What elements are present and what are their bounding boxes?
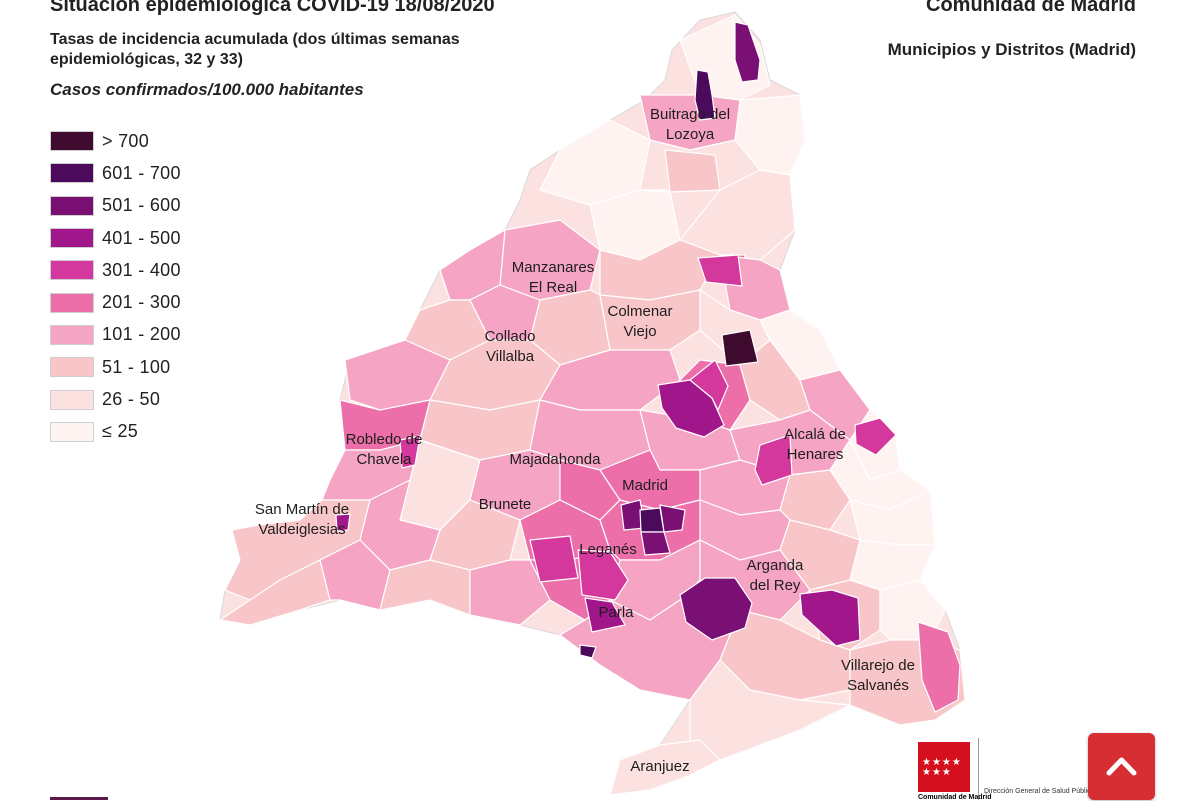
- high-incidence-area: [399, 435, 421, 469]
- high-incidence-arganda: [679, 577, 753, 641]
- high-incidence-area: [577, 549, 629, 601]
- map-label-parla: Parla: [598, 604, 634, 621]
- map-label-manzanares: Manzanares El Real: [511, 259, 595, 296]
- high-incidence-area: [335, 513, 351, 532]
- madrid-district: [659, 504, 686, 533]
- chevron-up-icon: [1106, 757, 1137, 776]
- map-high-incidence-areas: [335, 21, 961, 713]
- high-incidence-area: [689, 359, 729, 411]
- legend-item: 501 - 600: [50, 190, 181, 222]
- map-label-brunete: Brunete: [478, 496, 532, 513]
- legend-swatch: [50, 131, 94, 152]
- legend-item: 201 - 300: [50, 286, 181, 318]
- scroll-to-top-button[interactable]: [1088, 733, 1155, 800]
- map-label-villarejo: Villarejo de Salvanés: [841, 657, 915, 694]
- legend-label: 301 - 400: [102, 259, 181, 280]
- legend-item: 601 - 700: [50, 157, 181, 189]
- legend-item: 51 - 100: [50, 351, 181, 383]
- logo-stars-icon: ★★★★ ★★★: [922, 757, 962, 778]
- map-units: Casos confirmados/100.000 habitantes: [50, 80, 364, 99]
- legend-item: 101 - 200: [50, 319, 181, 351]
- high-incidence-north: [734, 21, 761, 83]
- legend-label: 201 - 300: [102, 292, 181, 313]
- map-legend: > 700 601 - 700 501 - 600 401 - 500 301 - 40…: [50, 125, 181, 448]
- legend-label: 26 - 50: [102, 389, 161, 410]
- legend-item: ≤ 25: [50, 416, 181, 448]
- map-label-collado-villalba: Collado Villalba: [484, 328, 536, 365]
- region-title: Comunidad de Madrid: [926, 0, 1136, 16]
- legend-item: 26 - 50: [50, 383, 181, 415]
- comunidad-madrid-logo: ★★★★ ★★★ Dirección General de Salud Públi…: [918, 738, 1173, 801]
- map-label-madrid: Madrid: [622, 477, 668, 494]
- map-subtitle: Tasas de incidencia acumulada (dos últim…: [50, 31, 460, 68]
- legend-swatch: [50, 195, 94, 216]
- high-incidence-buitrago: [694, 69, 716, 121]
- legend-label: 401 - 500: [102, 227, 181, 248]
- legend-label: 501 - 600: [102, 195, 181, 216]
- high-incidence-area: [799, 589, 861, 647]
- legend-swatch: [50, 292, 94, 313]
- map-label-arganda: Arganda del Rey: [746, 557, 804, 594]
- high-incidence-area: [529, 535, 579, 583]
- high-incidence-area: [854, 417, 897, 456]
- legend-label: > 700: [102, 130, 150, 151]
- map-label-leganes: Leganés: [579, 541, 637, 558]
- legend-item: 301 - 400: [50, 254, 181, 286]
- legend-swatch: [50, 260, 94, 281]
- map-title: Situación epidemiológica COVID-19 18/08/…: [50, 0, 495, 16]
- high-incidence-area: [697, 254, 743, 287]
- legend-swatch: [50, 163, 94, 184]
- legend-label: 101 - 200: [102, 324, 181, 345]
- legend-swatch: [50, 389, 94, 410]
- madrid-district: [640, 531, 671, 556]
- map-label-buitrago: Buitrago del Lozoya: [649, 106, 731, 143]
- logo-divider: [978, 738, 979, 800]
- map-label-san-martin: San Martín de Valdeiglesias: [254, 501, 350, 538]
- high-incidence-area: [584, 597, 626, 633]
- logo-flag: ★★★★ ★★★: [918, 742, 970, 792]
- logo-department: Dirección General de Salud Pública: [984, 788, 1095, 795]
- legend-label: 51 - 100: [102, 356, 171, 377]
- very-high-incidence-area: [721, 329, 759, 367]
- map-label-majadahonda: Majadahonda: [509, 451, 601, 468]
- legend-swatch: [50, 421, 94, 442]
- bottom-partial-swatch: [50, 797, 108, 800]
- legend-item: > 700: [50, 125, 181, 157]
- legend-label: 601 - 700: [102, 162, 181, 183]
- map-label-colmenar: Colmenar Viejo: [607, 303, 673, 340]
- map-label-alcala: Alcalá de Henares: [784, 426, 846, 463]
- legend-swatch: [50, 228, 94, 249]
- map-label-aranjuez: Aranjuez: [630, 758, 690, 775]
- legend-item: 401 - 500: [50, 222, 181, 254]
- high-incidence-south: [579, 644, 597, 659]
- map-label-robledo: Robledo de Chavela: [345, 431, 423, 468]
- high-incidence-east: [917, 621, 961, 713]
- legend-swatch: [50, 324, 94, 345]
- high-incidence-area: [754, 434, 793, 486]
- municipality: [609, 739, 721, 796]
- region-scope: Municipios y Distritos (Madrid): [887, 40, 1136, 59]
- logo-org: Comunidad de Madrid: [918, 794, 992, 801]
- legend-swatch: [50, 357, 94, 378]
- legend-label: ≤ 25: [102, 421, 139, 442]
- municipality: [664, 149, 721, 193]
